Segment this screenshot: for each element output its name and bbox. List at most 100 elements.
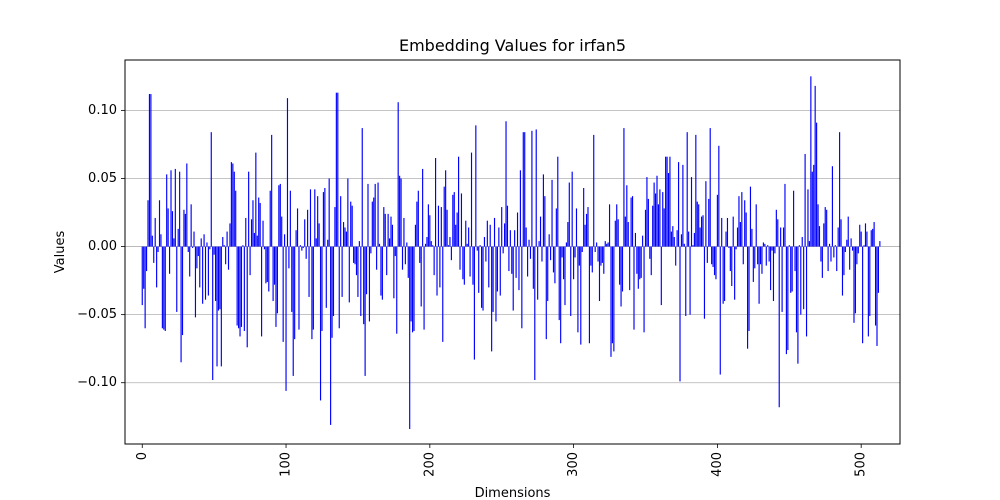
bar bbox=[689, 246, 691, 315]
bar bbox=[227, 246, 230, 270]
bar bbox=[823, 223, 825, 247]
bar bbox=[633, 246, 635, 330]
bar bbox=[296, 208, 299, 247]
bar bbox=[279, 183, 281, 247]
bar bbox=[450, 246, 452, 261]
bar bbox=[680, 234, 683, 247]
bar bbox=[288, 246, 290, 269]
bar bbox=[827, 246, 829, 272]
bar bbox=[187, 246, 189, 252]
bar bbox=[659, 189, 661, 247]
bar bbox=[330, 246, 332, 425]
bar bbox=[426, 237, 428, 247]
bar bbox=[532, 246, 534, 289]
bar bbox=[587, 207, 589, 247]
bar bbox=[345, 231, 348, 247]
bar bbox=[525, 227, 527, 247]
bar bbox=[810, 76, 812, 247]
bar bbox=[512, 246, 514, 311]
bar bbox=[735, 246, 737, 250]
bar bbox=[675, 246, 677, 266]
bar bbox=[364, 246, 366, 376]
bar bbox=[166, 174, 168, 247]
bar bbox=[693, 232, 695, 247]
y-tick-label: −0.10 bbox=[77, 375, 117, 390]
bar bbox=[470, 152, 473, 247]
bar bbox=[824, 207, 826, 247]
bar bbox=[698, 204, 700, 247]
bar bbox=[580, 246, 582, 345]
bar bbox=[475, 125, 477, 247]
bar bbox=[685, 246, 687, 316]
bar bbox=[617, 219, 619, 247]
bar bbox=[562, 246, 565, 280]
bar bbox=[504, 223, 506, 247]
bar bbox=[558, 246, 560, 321]
bar bbox=[286, 98, 289, 247]
bar bbox=[571, 171, 573, 247]
bar bbox=[282, 246, 284, 342]
bar bbox=[238, 246, 240, 329]
bar bbox=[555, 208, 557, 247]
bar bbox=[289, 190, 291, 247]
bar bbox=[433, 246, 435, 276]
bar bbox=[807, 189, 809, 247]
bar bbox=[616, 204, 618, 247]
bar bbox=[741, 192, 743, 247]
bar bbox=[440, 207, 442, 247]
bar bbox=[604, 241, 606, 247]
bar bbox=[427, 204, 429, 247]
bar bbox=[524, 132, 526, 247]
bar bbox=[284, 234, 286, 247]
bar bbox=[414, 224, 417, 247]
bar bbox=[828, 243, 831, 247]
bar bbox=[272, 246, 274, 302]
bar bbox=[718, 145, 720, 247]
bar bbox=[147, 200, 149, 247]
bar bbox=[161, 246, 163, 329]
bar bbox=[180, 246, 182, 363]
bar bbox=[301, 246, 303, 251]
bar bbox=[634, 232, 637, 247]
bar bbox=[660, 246, 662, 306]
bar bbox=[511, 246, 513, 274]
bar bbox=[752, 246, 754, 282]
bar bbox=[176, 246, 178, 312]
bar bbox=[219, 246, 221, 310]
bar bbox=[588, 246, 590, 344]
bar bbox=[321, 246, 323, 331]
bar bbox=[368, 246, 371, 322]
bar bbox=[174, 168, 176, 247]
bar bbox=[410, 246, 412, 322]
bar bbox=[767, 245, 769, 247]
bar bbox=[358, 241, 360, 247]
bar bbox=[194, 246, 197, 318]
bar bbox=[676, 230, 678, 247]
bar bbox=[793, 190, 795, 247]
bar bbox=[199, 246, 201, 288]
bar bbox=[216, 246, 218, 367]
bar bbox=[591, 246, 593, 273]
bar bbox=[548, 234, 550, 247]
bar bbox=[360, 246, 362, 316]
bar bbox=[544, 196, 546, 247]
bar bbox=[327, 239, 329, 247]
bar bbox=[380, 246, 382, 296]
bar bbox=[877, 246, 880, 293]
bar bbox=[292, 246, 294, 376]
bar bbox=[373, 197, 375, 247]
bar bbox=[308, 246, 310, 297]
bar bbox=[295, 230, 297, 247]
bar bbox=[715, 246, 717, 280]
bar bbox=[486, 220, 488, 247]
bar bbox=[593, 134, 595, 247]
bar bbox=[455, 224, 457, 247]
bar bbox=[547, 246, 549, 302]
y-tick-label: 0.00 bbox=[88, 239, 117, 254]
bar bbox=[527, 246, 529, 277]
bar bbox=[772, 246, 775, 302]
bar bbox=[309, 189, 312, 247]
bar bbox=[459, 246, 461, 270]
bar bbox=[371, 201, 373, 247]
bar bbox=[702, 215, 704, 247]
